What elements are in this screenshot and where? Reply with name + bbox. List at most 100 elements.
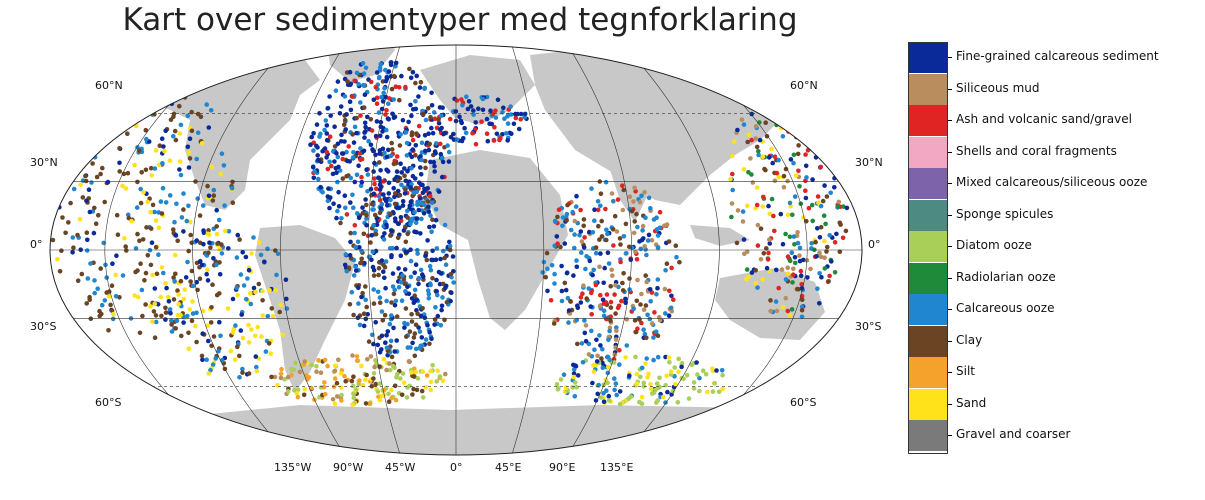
sample-point xyxy=(186,78,192,83)
sample-point xyxy=(211,255,216,261)
sample-point xyxy=(827,154,832,159)
sample-point xyxy=(601,313,607,319)
sample-point xyxy=(418,313,424,319)
sample-point xyxy=(186,346,192,352)
sample-point xyxy=(364,216,369,221)
sample-point xyxy=(638,374,643,380)
sample-point xyxy=(383,340,388,346)
sample-point xyxy=(148,304,153,309)
sample-point xyxy=(50,184,55,190)
sample-point xyxy=(791,152,797,158)
sample-point xyxy=(222,228,228,234)
sample-point xyxy=(372,364,377,370)
sample-point xyxy=(648,206,653,211)
sample-point xyxy=(389,140,395,146)
sample-point xyxy=(115,232,121,237)
sample-point xyxy=(399,392,405,398)
sample-point xyxy=(420,343,425,348)
sample-point xyxy=(786,110,792,115)
graticule xyxy=(50,45,862,455)
sample-point xyxy=(748,156,753,161)
sample-point xyxy=(792,260,798,266)
sample-point xyxy=(278,371,284,377)
sample-point xyxy=(249,327,254,332)
sample-point xyxy=(164,84,169,90)
sample-point xyxy=(332,401,338,407)
sample-point xyxy=(151,309,157,314)
sample-point xyxy=(400,199,406,204)
legend-tick xyxy=(948,88,952,90)
sample-point xyxy=(81,146,86,151)
sample-point xyxy=(404,153,410,158)
legend-label: Ash and volcanic sand/gravel xyxy=(956,112,1132,126)
sample-point xyxy=(359,256,365,262)
sample-point xyxy=(776,285,781,291)
sample-point xyxy=(376,194,382,199)
sample-point xyxy=(83,173,88,179)
sample-point xyxy=(325,106,331,111)
sample-point xyxy=(190,311,196,316)
sample-point xyxy=(418,231,423,236)
sample-point xyxy=(562,280,568,286)
sample-point xyxy=(173,75,178,80)
sample-point xyxy=(166,294,171,300)
sample-point xyxy=(138,186,143,192)
sample-point xyxy=(206,125,212,130)
sample-point xyxy=(491,138,497,143)
sample-point xyxy=(787,234,793,240)
sample-point xyxy=(409,154,415,160)
sample-point xyxy=(592,207,597,212)
sample-point xyxy=(627,244,632,250)
sample-point xyxy=(655,398,660,403)
sample-point xyxy=(411,300,417,306)
sample-point xyxy=(254,368,260,374)
sample-point xyxy=(390,246,395,251)
sample-point xyxy=(260,288,265,294)
sample-point xyxy=(351,312,356,318)
sample-point xyxy=(361,323,367,329)
sample-point xyxy=(275,251,281,257)
sample-point xyxy=(432,169,438,174)
sample-point xyxy=(378,133,383,139)
sample-point xyxy=(356,285,361,291)
sample-point xyxy=(88,261,93,266)
sample-point xyxy=(324,123,330,128)
sample-point xyxy=(53,204,58,209)
sample-point xyxy=(238,272,244,277)
sample-point xyxy=(617,236,623,241)
sample-point xyxy=(310,165,316,170)
sample-point xyxy=(206,338,211,344)
sample-point xyxy=(575,305,581,311)
sample-point xyxy=(655,245,661,250)
sample-point xyxy=(373,358,378,363)
sample-point xyxy=(385,329,391,334)
sample-point xyxy=(635,224,640,230)
sample-point xyxy=(172,279,177,284)
sample-point xyxy=(705,389,710,395)
sample-point xyxy=(663,311,668,316)
sample-point xyxy=(246,371,252,376)
sample-point xyxy=(665,389,670,395)
sample-point xyxy=(817,250,822,256)
sample-point xyxy=(598,251,603,256)
sample-point xyxy=(413,153,418,158)
sample-point xyxy=(246,340,252,345)
sample-point xyxy=(392,302,398,308)
sample-point xyxy=(412,209,417,215)
sample-point xyxy=(408,102,413,108)
sample-point xyxy=(204,102,209,107)
sample-point xyxy=(432,163,437,169)
sample-point xyxy=(139,170,144,175)
sample-point xyxy=(304,373,309,378)
sample-point xyxy=(175,79,180,85)
sample-point xyxy=(388,197,393,203)
sample-point xyxy=(102,199,107,205)
sample-point xyxy=(431,224,437,229)
sample-point xyxy=(405,345,411,350)
sample-point xyxy=(415,311,420,317)
sample-point xyxy=(627,373,632,379)
sample-point xyxy=(273,287,278,293)
sample-point xyxy=(339,398,344,403)
sample-point xyxy=(662,286,668,292)
lat-label-60n-right: 60°N xyxy=(790,79,818,92)
